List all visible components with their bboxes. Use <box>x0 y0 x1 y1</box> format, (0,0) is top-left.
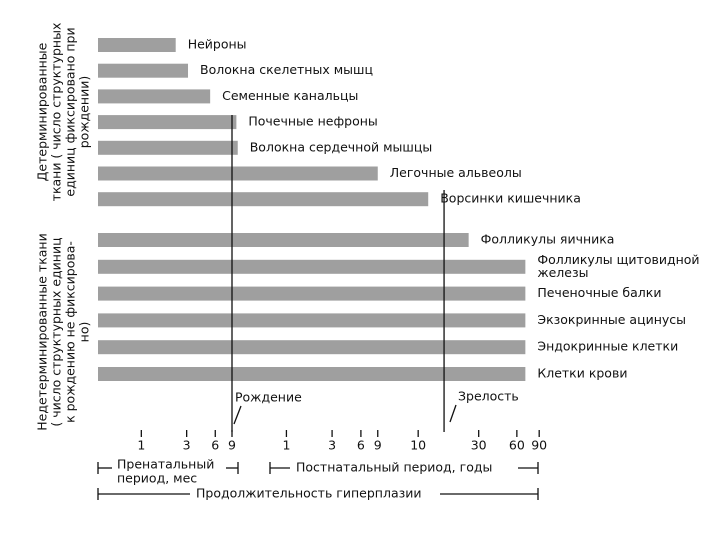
bar-label: Семенные канальцы <box>222 88 358 103</box>
axis-label: Продолжительность гиперплазии <box>196 486 422 501</box>
x-tick-label: 10 <box>410 438 426 453</box>
marker-label: Зрелость <box>458 389 519 404</box>
group-label: Недетерминированные ткани <box>35 233 50 430</box>
x-tick-label: 3 <box>328 438 336 453</box>
bar <box>98 259 526 274</box>
bar <box>98 89 211 104</box>
bar <box>98 233 469 247</box>
x-tick-label: 3 <box>183 438 191 453</box>
bar <box>98 115 237 130</box>
axis-label: Пренатальный <box>117 457 214 472</box>
group-label: единиц фиксировано при <box>63 27 78 196</box>
bar-label: Фолликулы щитовидной <box>537 252 699 267</box>
pointer <box>233 405 242 425</box>
marker-label: Рождение <box>235 390 302 405</box>
brackets <box>97 462 539 500</box>
bar-label: Волокна скелетных мышц <box>200 62 373 77</box>
bar-label: Фолликулы яичника <box>481 232 615 247</box>
axis-label: Постнатальный период, годы <box>296 460 492 475</box>
group-label: рождении) <box>77 76 92 148</box>
bar-label: Волокна сердечной мышцы <box>250 139 432 154</box>
bar <box>98 63 189 78</box>
bar <box>98 286 526 301</box>
bar <box>98 192 429 207</box>
group-label: к рождению не фиксирова- <box>63 241 78 423</box>
bar <box>98 140 238 155</box>
group-label: но) <box>77 322 92 343</box>
bar <box>98 313 526 328</box>
x-tick-label: 60 <box>509 438 525 453</box>
group-label: ( число структурных единиц <box>49 237 64 426</box>
bar-label: Экзокринные ацинусы <box>537 312 686 327</box>
x-tick-label: 6 <box>211 438 219 453</box>
group-label: Детерминированные <box>35 42 50 181</box>
bar-label: железы <box>537 265 588 280</box>
x-tick-label: 9 <box>374 438 382 453</box>
bar <box>98 340 526 355</box>
bar <box>98 367 526 381</box>
x-tick-label: 6 <box>357 438 365 453</box>
x-tick-label: 1 <box>282 438 290 453</box>
x-tick-label: 90 <box>531 438 547 453</box>
axis-label: период, мес <box>117 471 197 486</box>
bar-label: Легочные альвеолы <box>390 165 522 180</box>
pointer <box>449 404 457 423</box>
bar <box>98 166 378 181</box>
x-tick-label: 9 <box>228 438 236 453</box>
bar <box>98 38 176 52</box>
x-tick-label: 1 <box>137 438 145 453</box>
bar-label: Эндокринные клетки <box>537 339 678 354</box>
bar-label: Ворсинки кишечника <box>440 191 581 206</box>
x-tick-label: 30 <box>471 438 487 453</box>
bar-label: Нейроны <box>188 37 247 52</box>
bar-label: Печеночные балки <box>537 285 661 300</box>
bar-label: Клетки крови <box>537 366 627 381</box>
bar-label: Почечные нефроны <box>248 114 377 129</box>
group-label: ткани ( число структурных <box>49 23 64 202</box>
